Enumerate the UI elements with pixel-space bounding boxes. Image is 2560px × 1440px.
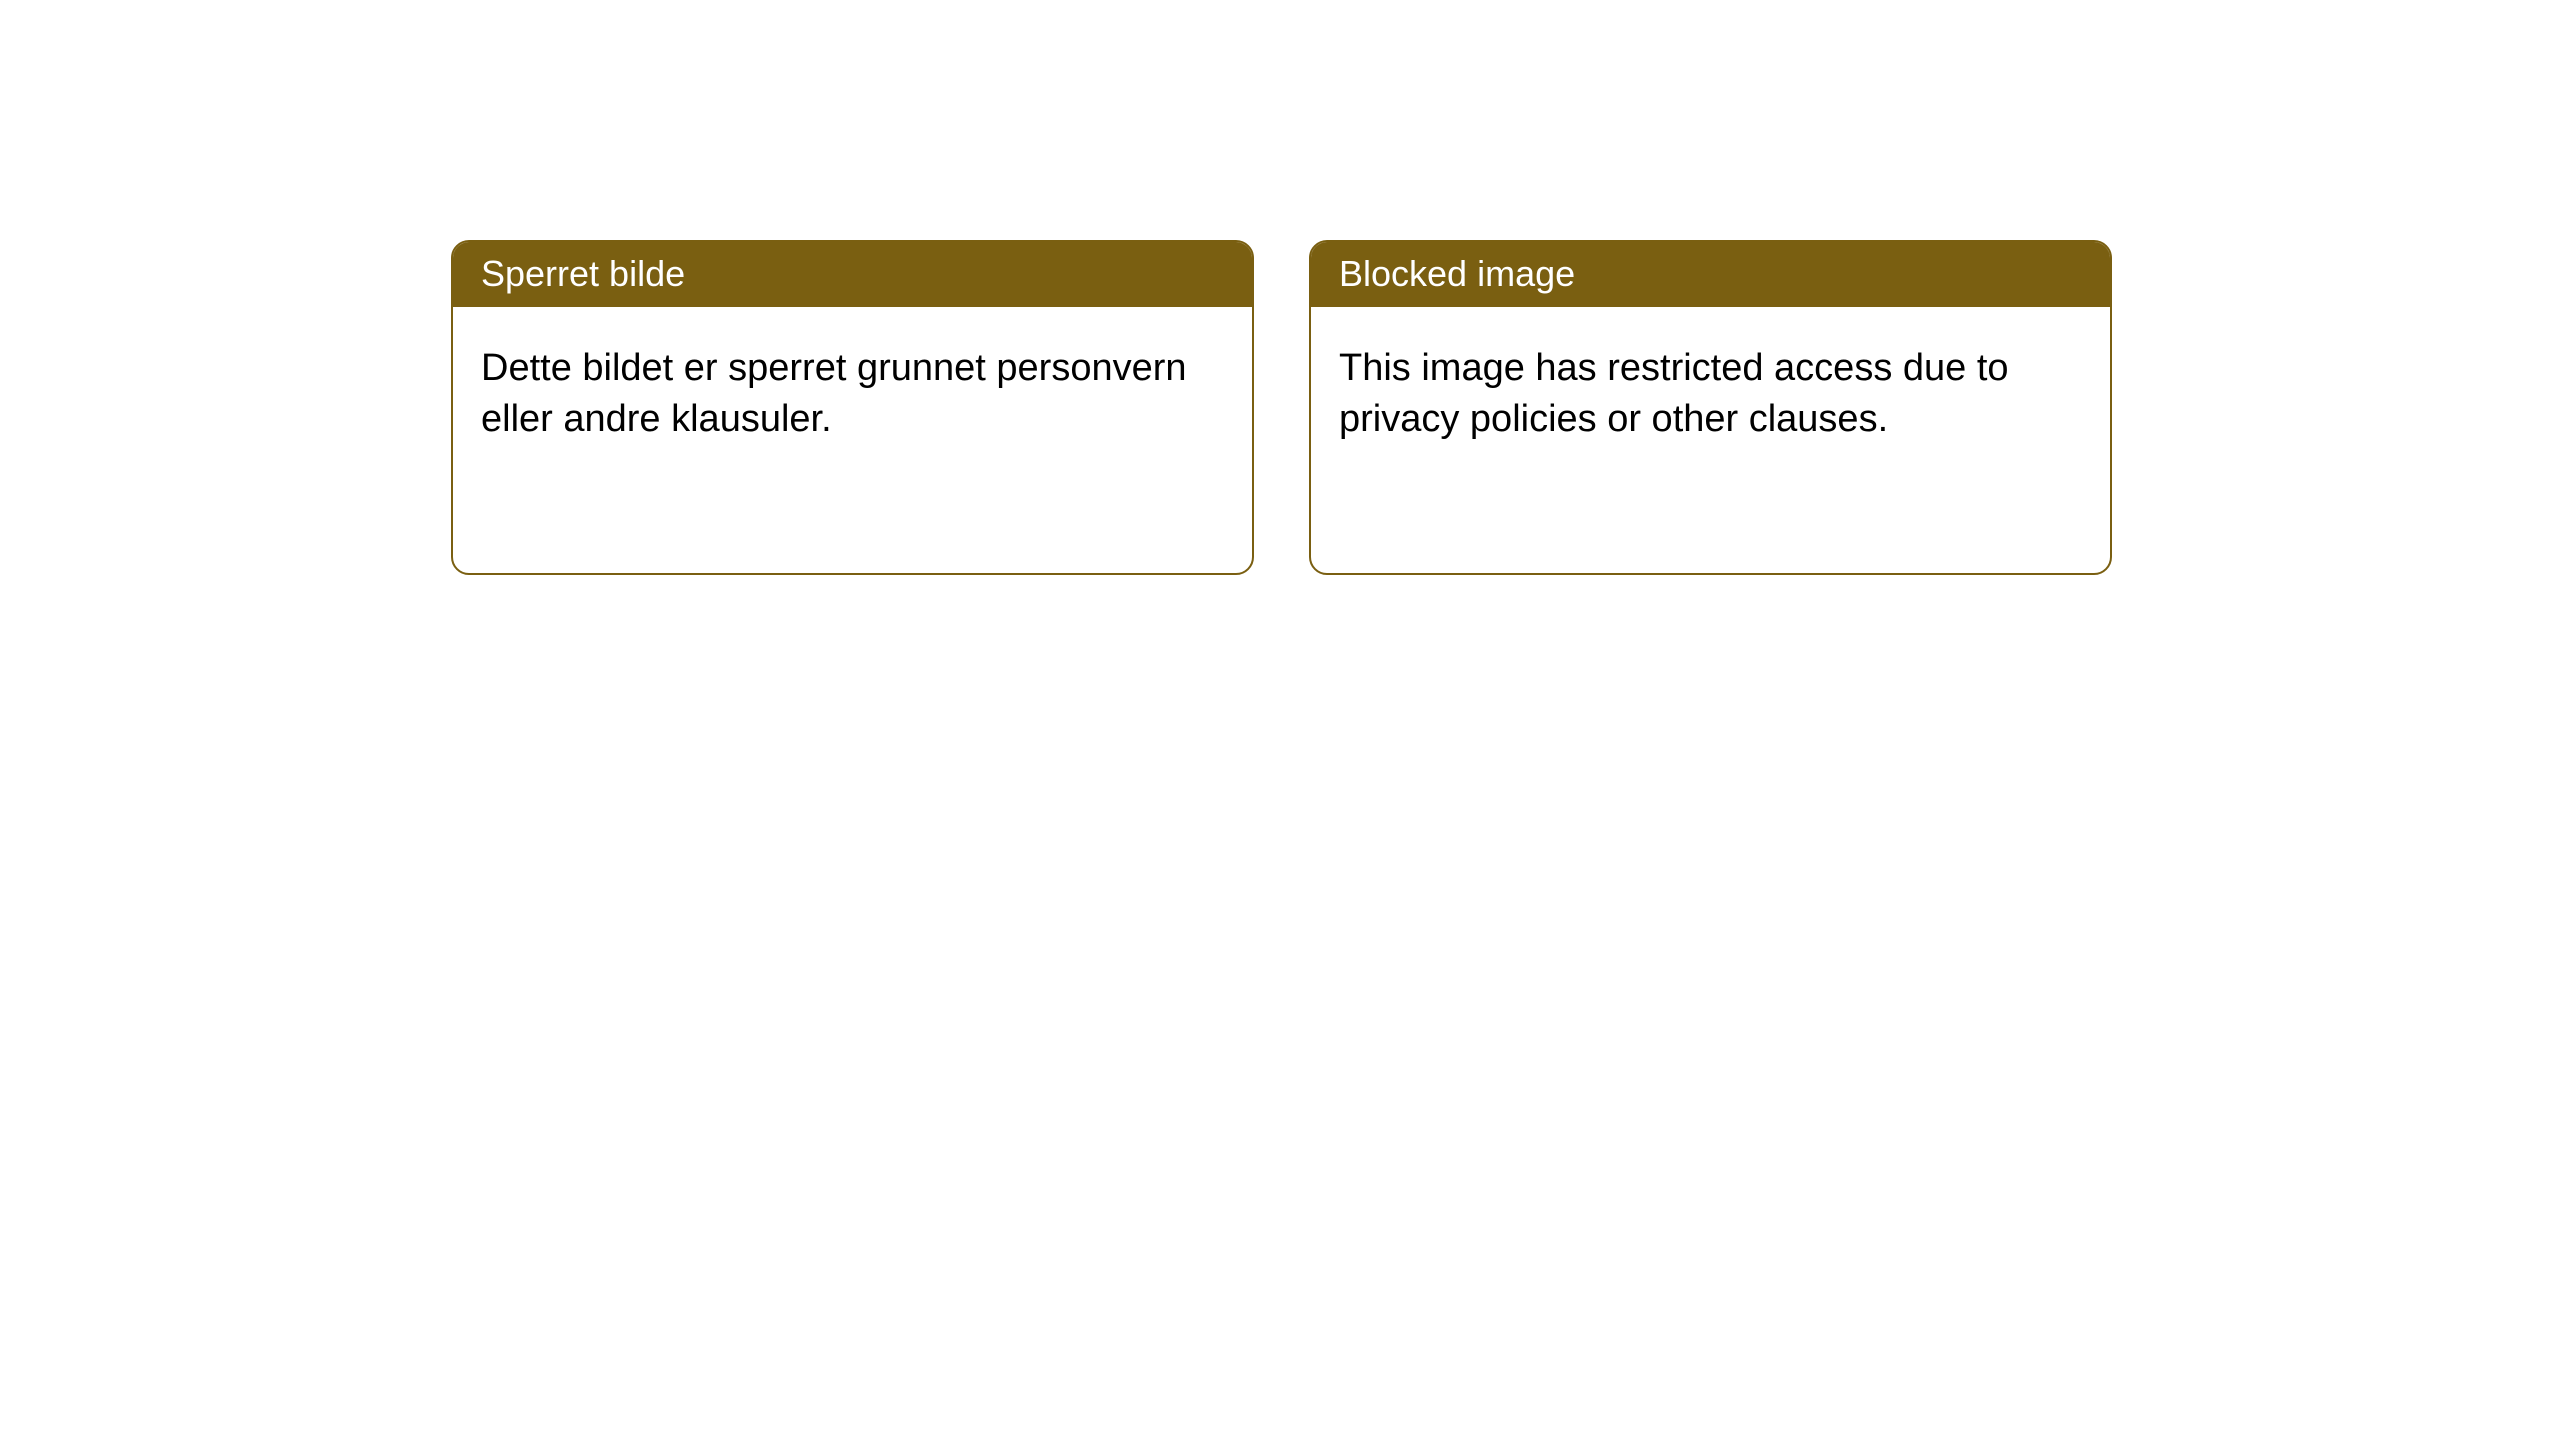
notice-card-english: Blocked image This image has restricted … <box>1309 240 2112 575</box>
notice-card-title: Sperret bilde <box>453 242 1252 307</box>
notice-container: Sperret bilde Dette bildet er sperret gr… <box>451 240 2112 575</box>
notice-card-body: Dette bildet er sperret grunnet personve… <box>453 307 1252 482</box>
notice-card-norwegian: Sperret bilde Dette bildet er sperret gr… <box>451 240 1254 575</box>
notice-card-title: Blocked image <box>1311 242 2110 307</box>
notice-card-body: This image has restricted access due to … <box>1311 307 2110 482</box>
